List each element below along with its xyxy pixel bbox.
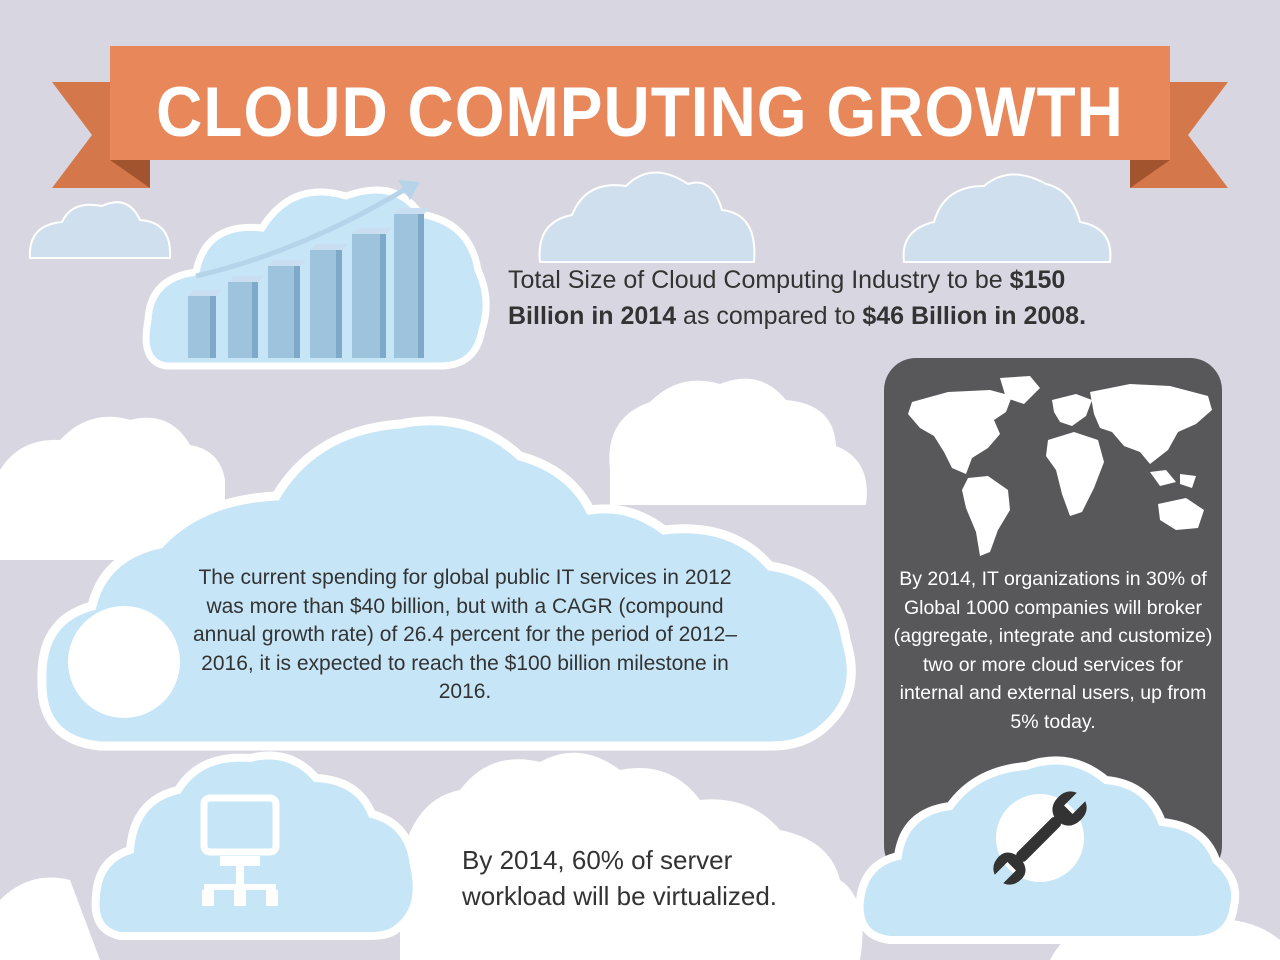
industry-size-text: Total Size of Cloud Computing Industry t… <box>508 266 1010 294</box>
pale-cloud-top-center <box>538 171 756 263</box>
it-spending-stat: The current spending for global public I… <box>192 566 738 703</box>
white-cloud-left <box>0 416 225 560</box>
white-cloud-middle <box>609 378 867 505</box>
industry-size-2008-value: $46 Billion in 2008. <box>862 302 1087 330</box>
industry-size-2014-year: Billion in 2014 <box>508 302 677 330</box>
virtualization-stat: By 2014, 60% of server workload will be … <box>462 845 778 911</box>
it-spending-cloud <box>37 416 856 751</box>
pale-cloud-top-left <box>28 201 172 259</box>
white-cloud-bottom-left <box>0 877 100 960</box>
industry-size-compare-text: as compared to <box>676 302 863 330</box>
virtualization-cloud <box>91 751 421 940</box>
wrench-icon <box>993 791 1087 885</box>
title-ribbon <box>52 46 1228 188</box>
pale-cloud-top-right <box>902 173 1112 263</box>
bar-chart-growth-icon <box>188 180 430 358</box>
white-cloud-bottom-center <box>400 752 863 960</box>
decorative-circle <box>68 606 180 718</box>
page-title: CLOUD COMPUTING GROWTH <box>156 72 1124 152</box>
broker-stat: By 2014, IT organizations in 30% of Glob… <box>893 568 1213 733</box>
growth-chart-cloud <box>142 180 490 370</box>
computer-network-icon <box>200 794 280 906</box>
industry-size-2014-value: $150 <box>1009 266 1066 294</box>
industry-size-stat: Total Size of Cloud Computing Industry t… <box>508 262 1148 334</box>
